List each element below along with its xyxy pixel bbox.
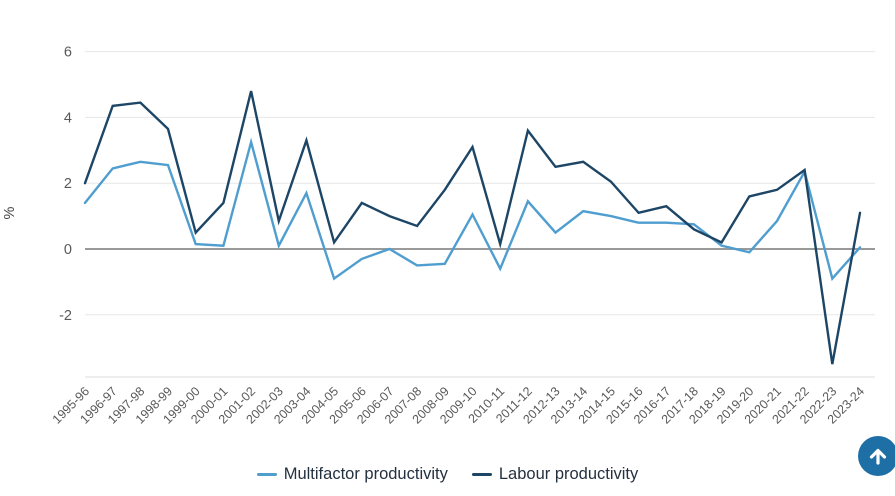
y-tick-label: 0 xyxy=(64,242,72,258)
x-axis-labels: 1995-961996-971997-981998-991999-002000-… xyxy=(50,384,867,426)
y-tick-label: 6 xyxy=(64,45,72,61)
legend: Multifactor productivity Labour productiv… xyxy=(0,458,895,490)
y-tick-label: -2 xyxy=(59,308,72,324)
gridlines xyxy=(85,51,875,316)
labour-productivity-line[interactable] xyxy=(83,90,862,365)
chart-plot-area: % 6 4 2 0 -2 1995-961996-971997-981998-991999… xyxy=(2,45,875,427)
legend-dash-icon xyxy=(256,472,277,476)
y-axis-labels: 6 4 2 0 -2 xyxy=(59,45,72,324)
y-axis-title: % xyxy=(2,206,18,219)
back-to-top-button[interactable] xyxy=(858,436,895,476)
y-tick-label: 4 xyxy=(64,110,72,126)
legend-label: Multifactor productivity xyxy=(283,464,448,483)
legend-label: Labour productivity xyxy=(498,464,639,483)
up-arrow-icon xyxy=(869,448,887,465)
legend-item-labour-productivity[interactable]: Labour productivity xyxy=(471,464,639,484)
y-tick-label: 2 xyxy=(64,176,72,192)
legend-item-multifactor-productivity[interactable]: Multifactor productivity xyxy=(256,464,448,484)
legend-dash-icon xyxy=(471,472,492,476)
multifactor-productivity-line[interactable] xyxy=(83,137,862,282)
